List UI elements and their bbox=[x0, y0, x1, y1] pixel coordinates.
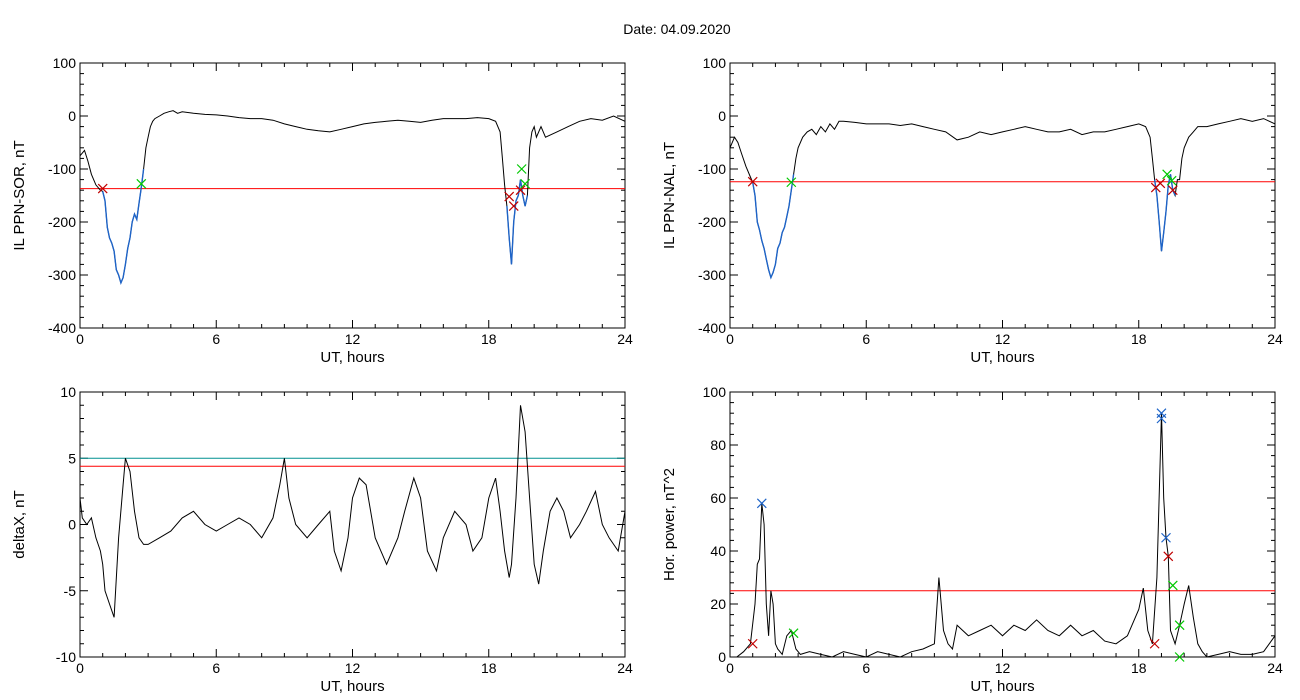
y-tick-label: -200 bbox=[48, 214, 76, 230]
event-marker bbox=[786, 177, 797, 188]
x-axis-label: UT, hours bbox=[970, 678, 1034, 695]
y-axis-label: IL PPN-NAL, nT bbox=[661, 142, 678, 249]
event-marker bbox=[515, 185, 526, 196]
highlighted-series-segment bbox=[752, 174, 795, 280]
highlighted-series-segment bbox=[102, 168, 145, 286]
y-tick-label: -400 bbox=[698, 320, 726, 336]
event-marker bbox=[516, 164, 527, 174]
x-axis-label: UT, hours bbox=[320, 678, 384, 695]
y-tick-label: -100 bbox=[698, 161, 726, 177]
x-tick-label: 18 bbox=[481, 660, 497, 676]
y-axis-label: IL PPN-SOR, nT bbox=[11, 140, 28, 250]
data-series-line bbox=[729, 118, 1276, 280]
panel-power: 0 6 12 18 24 100 80 60 40 20 0 UT, hours Hor. power,… bbox=[661, 384, 1283, 695]
x-tick-label: 12 bbox=[345, 331, 361, 347]
y-tick-label: 0 bbox=[718, 649, 726, 665]
y-tick-label: 0 bbox=[718, 108, 726, 124]
event-marker bbox=[747, 176, 758, 187]
data-series-line bbox=[730, 413, 1276, 658]
highlighted-series-segment bbox=[506, 179, 529, 265]
event-marker bbox=[1156, 413, 1167, 424]
x-tick-label: 6 bbox=[212, 660, 220, 676]
y-axis-label: deltaX, nT bbox=[11, 490, 28, 558]
event-marker bbox=[520, 178, 531, 189]
y-tick-label: 10 bbox=[60, 384, 76, 400]
x-tick-label: 24 bbox=[617, 660, 633, 676]
y-tick-label: 0 bbox=[68, 517, 76, 533]
figure-title: Date: 04.09.2020 bbox=[623, 21, 731, 37]
event-marker bbox=[1161, 532, 1171, 543]
event-marker bbox=[508, 201, 519, 212]
y-tick-label: -200 bbox=[698, 214, 726, 230]
y-tick-label: 60 bbox=[710, 490, 726, 506]
panel-deltax: 0 6 12 18 24 10 5 0 -5 -10 UT, hours deltaX, nT bbox=[11, 384, 633, 695]
event-marker bbox=[1166, 175, 1177, 186]
event-marker bbox=[1149, 638, 1160, 649]
x-axis-label: UT, hours bbox=[970, 349, 1034, 366]
y-tick-label: -10 bbox=[56, 649, 76, 665]
event-marker bbox=[788, 628, 799, 639]
y-tick-label: 100 bbox=[703, 55, 727, 71]
event-marker bbox=[1162, 169, 1173, 180]
x-tick-label: 24 bbox=[1267, 660, 1283, 676]
x-tick-label: 18 bbox=[1131, 331, 1147, 347]
data-series-line bbox=[79, 405, 626, 618]
y-tick-label: 5 bbox=[68, 450, 76, 466]
x-tick-label: 12 bbox=[345, 660, 361, 676]
x-tick-label: 0 bbox=[76, 660, 84, 676]
x-tick-label: 18 bbox=[481, 331, 497, 347]
x-axis-label: UT, hours bbox=[320, 349, 384, 366]
plot-frame bbox=[79, 391, 626, 658]
event-marker bbox=[747, 638, 758, 649]
event-marker bbox=[1167, 580, 1178, 591]
event-marker bbox=[504, 191, 515, 202]
plot-frame bbox=[79, 62, 626, 329]
event-marker bbox=[1155, 178, 1166, 189]
y-tick-label: -100 bbox=[48, 161, 76, 177]
x-tick-label: 12 bbox=[995, 660, 1011, 676]
x-tick-label: 0 bbox=[726, 660, 734, 676]
x-tick-label: 6 bbox=[212, 331, 220, 347]
highlighted-series-segment bbox=[1153, 174, 1176, 252]
x-tick-label: 6 bbox=[862, 331, 870, 347]
data-series-line bbox=[79, 110, 626, 285]
event-marker bbox=[1163, 551, 1174, 562]
plot-frame bbox=[729, 62, 1276, 329]
y-tick-label: -5 bbox=[64, 583, 77, 599]
y-tick-label: 40 bbox=[710, 543, 726, 559]
event-marker bbox=[97, 183, 108, 194]
x-tick-label: 24 bbox=[1267, 331, 1283, 347]
x-tick-label: 24 bbox=[617, 331, 633, 347]
event-marker bbox=[1174, 652, 1185, 662]
x-tick-label: 0 bbox=[76, 331, 84, 347]
y-tick-label: 80 bbox=[710, 437, 726, 453]
y-tick-label: 100 bbox=[53, 55, 77, 71]
y-axis-label: Hor. power, nT^2 bbox=[661, 468, 678, 581]
event-marker bbox=[1174, 620, 1185, 631]
y-tick-label: 100 bbox=[703, 384, 727, 400]
x-tick-label: 0 bbox=[726, 331, 734, 347]
event-marker bbox=[136, 178, 147, 189]
y-tick-label: 20 bbox=[710, 596, 726, 612]
y-tick-label: -400 bbox=[48, 320, 76, 336]
y-tick-label: 0 bbox=[68, 108, 76, 124]
event-marker bbox=[756, 498, 767, 509]
x-tick-label: 12 bbox=[995, 331, 1011, 347]
x-tick-label: 18 bbox=[1131, 660, 1147, 676]
panel-sor: 0 6 12 18 24 100 0 -100 -200 -300 -400 UT, hours IL … bbox=[11, 55, 633, 366]
y-tick-label: -300 bbox=[48, 267, 76, 283]
y-tick-label: -300 bbox=[698, 267, 726, 283]
panel-nal: 0 6 12 18 24 100 0 -100 -200 -300 -400 UT, hours IL … bbox=[661, 55, 1283, 366]
x-tick-label: 6 bbox=[862, 660, 870, 676]
event-marker bbox=[1167, 185, 1178, 196]
